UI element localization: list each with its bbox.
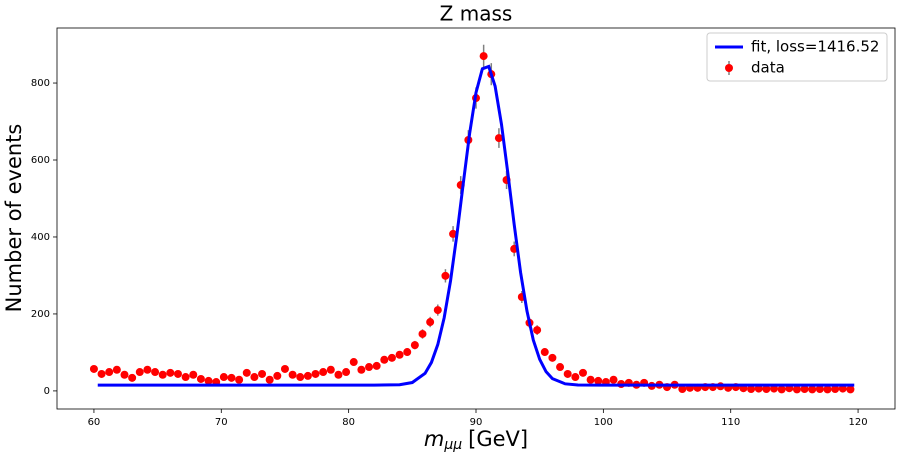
data-point [426, 318, 435, 327]
data-point [334, 370, 343, 379]
data-point [189, 370, 198, 379]
data-point [181, 373, 190, 382]
data-point [349, 358, 358, 367]
x-tick-label: 60 [88, 417, 101, 428]
x-tick-label: 80 [342, 417, 355, 428]
data-point [89, 364, 98, 373]
data-point [556, 363, 565, 372]
data-point [296, 373, 305, 382]
y-tick-label: 800 [31, 78, 50, 89]
data-point [387, 353, 396, 362]
data-point [227, 373, 236, 382]
x-label-symbol: m [424, 427, 444, 451]
data-point [135, 368, 144, 377]
data-point [831, 384, 840, 393]
data-point [303, 371, 312, 380]
data-point [540, 348, 549, 357]
data-point [533, 326, 542, 335]
y-tick-label: 0 [44, 386, 50, 397]
y-tick-label: 400 [31, 232, 50, 243]
legend: fit, loss=1416.52 data [706, 32, 888, 82]
data-point [449, 229, 458, 238]
data-point [571, 373, 580, 382]
data-point [800, 384, 809, 393]
data-point [815, 384, 824, 393]
data-point [410, 341, 419, 350]
y-axis-label: Number of events [2, 124, 26, 313]
data-point [235, 375, 244, 384]
data-point [594, 376, 603, 385]
data-point [311, 369, 320, 378]
data-point [548, 353, 557, 362]
x-axis-label: mμμ [GeV] [424, 427, 528, 453]
data-point [808, 385, 817, 394]
data-point [365, 363, 374, 372]
data-point [143, 365, 152, 374]
data-point [219, 373, 228, 382]
legend-label: fit, loss=1416.52 [751, 38, 879, 56]
y-tick-label: 600 [31, 155, 50, 166]
data-point [846, 385, 855, 394]
y-tick-label: 200 [31, 309, 50, 320]
data-point [441, 271, 450, 280]
data-point [204, 376, 213, 385]
data-point [403, 348, 412, 357]
x-label-subscript: μμ [443, 437, 462, 453]
legend-marker [725, 64, 733, 72]
data-point [777, 385, 786, 394]
data-point [319, 368, 328, 377]
data-point [433, 306, 442, 315]
data-point [242, 368, 251, 377]
data-point [120, 370, 129, 379]
data-point [105, 368, 114, 377]
data-point [586, 375, 595, 384]
data-point [342, 368, 351, 377]
data-point [479, 52, 488, 61]
data-point [418, 329, 427, 338]
x-tick-label: 110 [721, 417, 740, 428]
data-point [747, 384, 756, 393]
data-point [196, 374, 205, 383]
data-point [494, 134, 503, 143]
data-point [288, 370, 297, 379]
data-point [173, 369, 182, 378]
data-point [357, 365, 366, 374]
legend-box [706, 32, 888, 82]
data-point [166, 368, 175, 377]
x-tick-label: 100 [594, 417, 613, 428]
data-point [609, 375, 618, 384]
data-point [395, 350, 404, 359]
x-label-unit: [GeV] [468, 427, 528, 451]
chart-title: Z mass [440, 2, 513, 26]
data-point [762, 384, 771, 393]
data-point [158, 370, 167, 379]
data-point [372, 361, 381, 370]
data-point [151, 368, 160, 377]
data-point [578, 368, 587, 377]
data-point [273, 371, 282, 380]
data-point [250, 373, 259, 382]
data-point [678, 384, 687, 393]
fit-line [97, 64, 855, 387]
x-tick-label: 70 [215, 417, 228, 428]
data-point [97, 369, 106, 378]
data-point [823, 385, 832, 394]
data-point [563, 369, 572, 378]
x-tick-label: 90 [470, 417, 483, 428]
data-point [128, 373, 137, 382]
data-point [280, 364, 289, 373]
x-tick-label: 120 [849, 417, 868, 428]
plot-frame [56, 27, 896, 410]
data-point [326, 365, 335, 374]
data-point [112, 365, 121, 374]
data-point [258, 369, 267, 378]
data-point [792, 385, 801, 394]
data-point [380, 355, 389, 364]
data-point [265, 375, 274, 384]
legend-label: data [751, 59, 785, 77]
